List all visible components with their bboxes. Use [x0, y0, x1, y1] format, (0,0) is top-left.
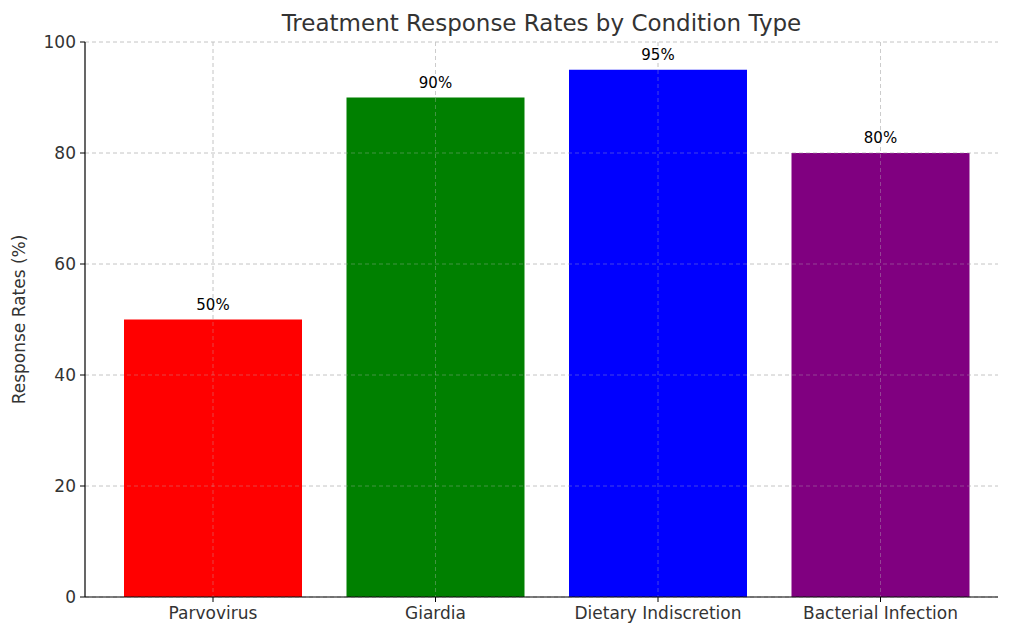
y-grid-line: [85, 42, 998, 43]
x-tick-label: Giardia: [405, 603, 466, 623]
x-tick: [435, 597, 436, 602]
data-label: 80%: [864, 129, 897, 147]
grid-overlay: [85, 42, 998, 597]
y-tick: [80, 597, 85, 598]
chart-title: Treatment Response Rates by Condition Ty…: [281, 10, 802, 36]
y-tick-label: 40: [54, 365, 76, 385]
x-tick: [880, 597, 881, 602]
data-labels: 50% 90% 95% 80%: [196, 46, 897, 314]
y-tick: [80, 486, 85, 487]
x-tick: [658, 597, 659, 602]
x-tick-label: Parvovirus: [169, 603, 258, 623]
bar: [347, 98, 525, 598]
x-grid-line-overlay: [658, 42, 659, 597]
grid: [85, 42, 998, 597]
y-axis-line: [84, 42, 85, 597]
y-grid-line: [85, 597, 998, 598]
data-label: 90%: [419, 74, 452, 92]
background: [0, 0, 1024, 634]
x-tick-label: Dietary Indiscretion: [575, 603, 742, 623]
y-axis-label: Response Rates (%): [9, 235, 29, 405]
y-tick: [80, 42, 85, 43]
y-tick: [80, 153, 85, 154]
y-grid-line-overlay: [85, 375, 998, 376]
y-tick-label: 0: [65, 587, 76, 607]
y-tick-label: 60: [54, 254, 76, 274]
y-tick: [80, 264, 85, 265]
x-grid-line-overlay: [435, 42, 436, 597]
x-tick: [213, 597, 214, 602]
data-label: 95%: [641, 46, 674, 64]
y-tick-label: 100: [44, 32, 76, 52]
y-tick-label: 20: [54, 476, 76, 496]
y-grid-line-overlay: [85, 42, 998, 43]
y-tick-label: 80: [54, 143, 76, 163]
y-grid-line-overlay: [85, 597, 998, 598]
x-grid-line-overlay: [213, 42, 214, 597]
axes: 0 20 40 60 80 100 Parvovirus Giardia Dietary Ind…: [44, 32, 998, 623]
x-axis-line: [85, 596, 998, 597]
x-grid-line-overlay: [880, 42, 881, 597]
bars: [124, 70, 970, 597]
data-label: 50%: [196, 296, 229, 314]
y-grid-line-overlay: [85, 153, 998, 154]
y-tick: [80, 375, 85, 376]
chart-container: 50% 90% 95% 80% 0 20 40 60 80 100 Parvovirus Giardi…: [0, 0, 1024, 634]
y-grid-line-overlay: [85, 486, 998, 487]
chart-svg: 50% 90% 95% 80% 0 20 40 60 80 100 Parvovirus Giardi…: [0, 0, 1024, 634]
x-tick-label: Bacterial Infection: [803, 603, 958, 623]
y-grid-line-overlay: [85, 264, 998, 265]
